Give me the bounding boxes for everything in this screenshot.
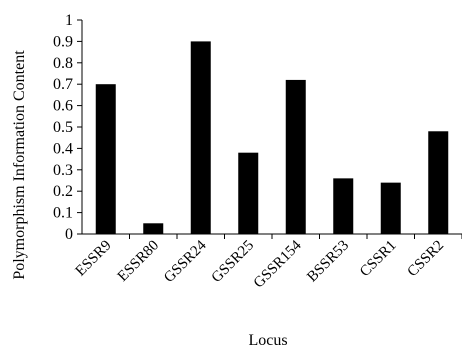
y-tick-label: 0.9 bbox=[53, 33, 73, 50]
x-category-label: GSSR154 bbox=[251, 237, 305, 291]
y-axis-ticks: 0 0.1 0.2 0.3 0.4 0.5 0.6 0.7 0.8 0.9 1 bbox=[53, 12, 82, 243]
y-tick-label: 0.5 bbox=[53, 119, 73, 136]
y-tick-label: 0.7 bbox=[53, 76, 73, 93]
x-axis-title: Locus bbox=[248, 332, 287, 349]
x-category-label: GSSR25 bbox=[209, 238, 257, 286]
x-axis-ticks bbox=[129, 234, 462, 239]
bar-cssr1 bbox=[380, 182, 401, 234]
y-axis-title: Polymorphism Information Content bbox=[11, 50, 28, 280]
y-tick-label: 0.4 bbox=[53, 140, 73, 157]
bar-gssr154 bbox=[285, 79, 306, 234]
bars-group bbox=[95, 41, 449, 235]
y-tick-label: 0.1 bbox=[53, 205, 73, 222]
y-tick-label: 0.8 bbox=[53, 55, 73, 72]
y-tick-label: 0.2 bbox=[53, 183, 73, 200]
bar-gssr25 bbox=[238, 152, 259, 234]
y-tick-label: 1 bbox=[65, 12, 73, 29]
bar-essr9 bbox=[95, 84, 116, 234]
bar-bssr53 bbox=[333, 178, 354, 234]
y-tick-label: 0.6 bbox=[53, 98, 73, 115]
bar-gssr24 bbox=[190, 41, 211, 235]
bar-cssr2 bbox=[428, 131, 449, 234]
x-category-label: BSSR53 bbox=[304, 238, 352, 286]
bar-essr80 bbox=[143, 223, 164, 234]
x-category-label: CSSR2 bbox=[405, 238, 448, 281]
y-tick-label: 0 bbox=[65, 226, 73, 243]
x-category-label: ESSR9 bbox=[73, 238, 115, 280]
x-category-label: ESSR80 bbox=[115, 238, 162, 285]
x-category-label: GSSR24 bbox=[161, 237, 210, 286]
x-category-label: CSSR1 bbox=[357, 238, 400, 281]
y-tick-label: 0.3 bbox=[53, 162, 73, 179]
